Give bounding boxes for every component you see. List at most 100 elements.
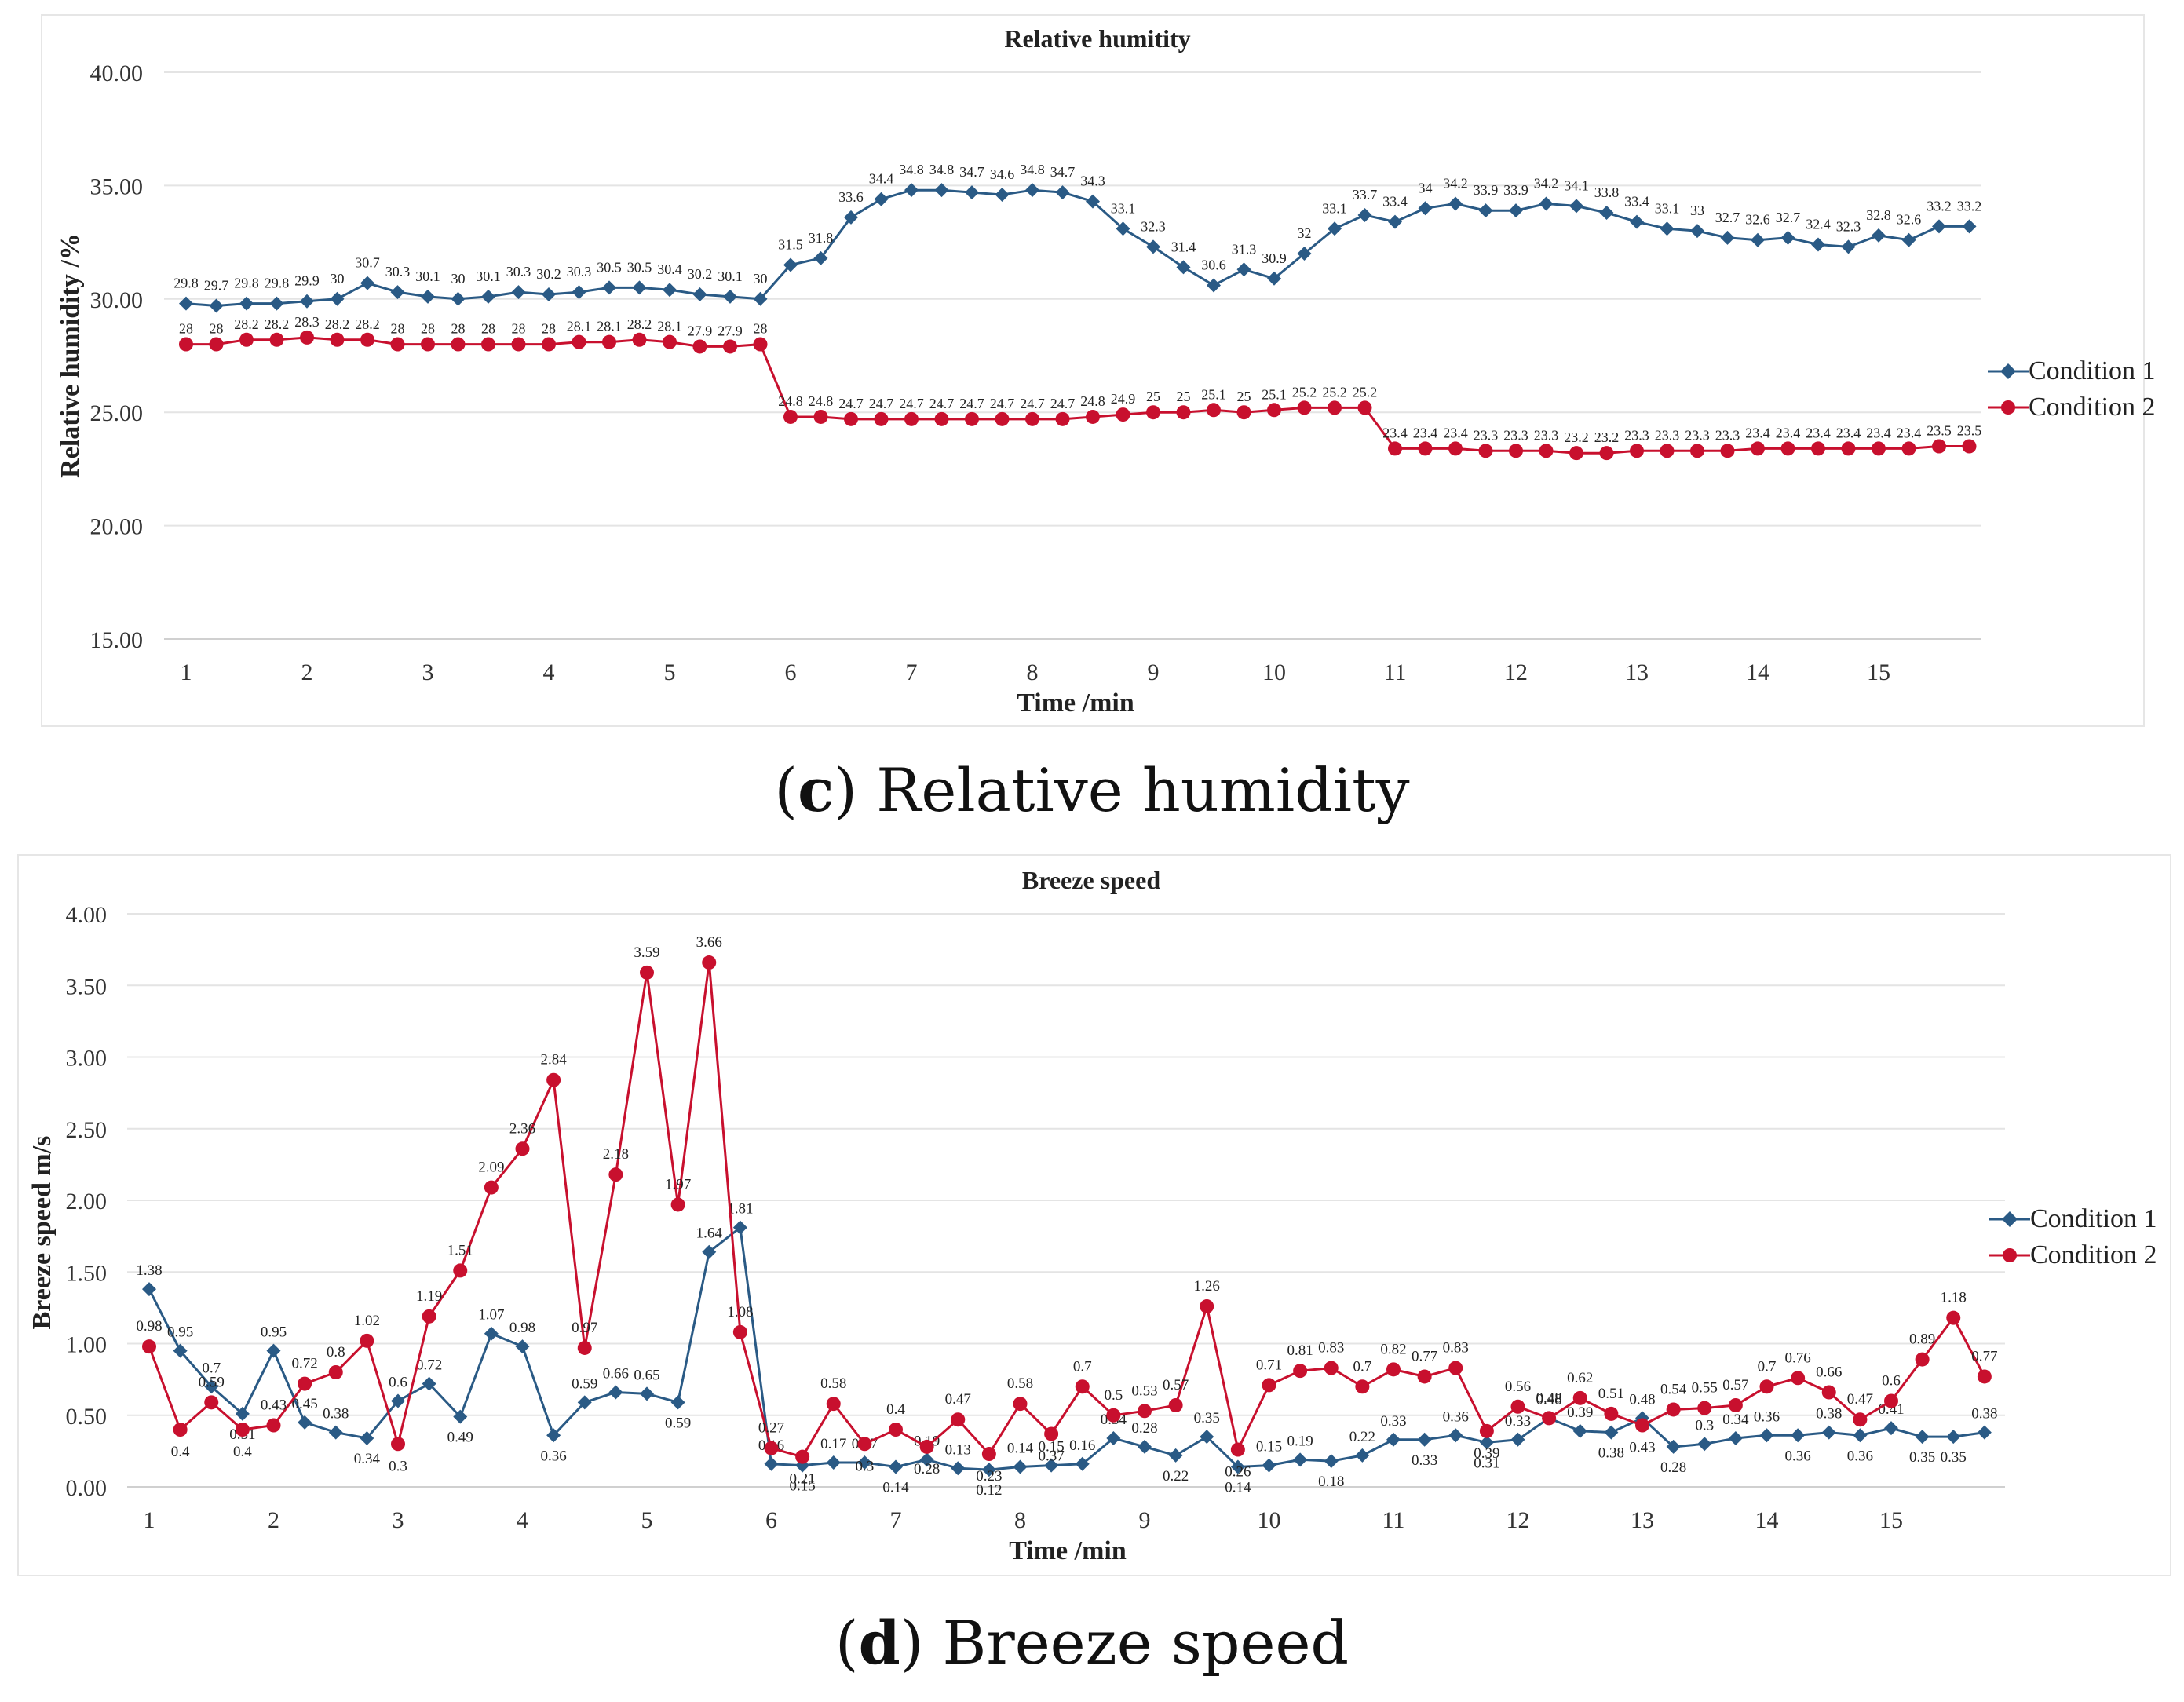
data-label: 0.59 bbox=[572, 1375, 597, 1392]
x-tick-label: 10 bbox=[1258, 1507, 1281, 1533]
data-label: 30.1 bbox=[718, 268, 743, 284]
data-point bbox=[1635, 1418, 1649, 1433]
data-label: 33 bbox=[1690, 203, 1704, 218]
data-point bbox=[857, 1455, 872, 1470]
data-point bbox=[1146, 405, 1160, 420]
series-condition-1: 29.8 29.7 29.8 29.8 29.9 30 30.7 30.3 30.1 30 30.1… bbox=[173, 162, 1981, 313]
data-label: 30.1 bbox=[476, 268, 501, 284]
data-label: 0.51 bbox=[1598, 1386, 1624, 1402]
data-point bbox=[572, 334, 586, 349]
data-label: 27.9 bbox=[688, 323, 713, 338]
x-tick-label: 14 bbox=[1755, 1507, 1779, 1533]
data-point bbox=[422, 1309, 436, 1324]
data-label: 24.7 bbox=[838, 396, 864, 411]
y-tick-label: 30.00 bbox=[90, 287, 144, 313]
data-label: 34.8 bbox=[929, 162, 955, 177]
data-point bbox=[1901, 232, 1916, 247]
data-label: 28 bbox=[542, 321, 556, 337]
data-label: 31.3 bbox=[1232, 241, 1257, 257]
data-point bbox=[995, 187, 1010, 202]
data-point bbox=[632, 332, 647, 347]
data-label: 28.3 bbox=[294, 314, 320, 330]
x-tick-label: 3 bbox=[393, 1507, 404, 1533]
data-label: 23.2 bbox=[1594, 429, 1620, 445]
data-label: 0.35 bbox=[1194, 1410, 1220, 1426]
data-point bbox=[1328, 400, 1342, 415]
data-point bbox=[1262, 1378, 1276, 1393]
data-point bbox=[1388, 441, 1402, 456]
x-tick-label: 6 bbox=[785, 659, 797, 685]
data-label: 0.81 bbox=[1287, 1342, 1313, 1359]
x-tick-label: 8 bbox=[1014, 1507, 1026, 1533]
data-label: 34.8 bbox=[1020, 162, 1045, 177]
data-label: 0.55 bbox=[1692, 1380, 1718, 1397]
data-point bbox=[269, 296, 284, 311]
data-point bbox=[723, 289, 737, 304]
data-point bbox=[1542, 1411, 1557, 1426]
data-point bbox=[1728, 1397, 1743, 1412]
data-label: 24.8 bbox=[778, 393, 803, 409]
data-label: 1.51 bbox=[447, 1242, 473, 1258]
data-label: 0.23 bbox=[976, 1468, 1002, 1485]
data-label: 0.95 bbox=[167, 1324, 193, 1341]
data-point bbox=[300, 294, 314, 309]
data-label: 23.3 bbox=[1715, 427, 1740, 443]
data-label: 3.66 bbox=[696, 934, 722, 951]
data-label: 0.33 bbox=[1380, 1413, 1406, 1430]
data-point bbox=[1946, 1310, 1961, 1325]
data-label: 30.5 bbox=[597, 259, 622, 275]
data-point bbox=[1230, 1459, 1245, 1474]
series-condition-2: 28 28 28.2 28.2 28.3 28.2 28.2 28 28 28 28 28 28 28.1… bbox=[179, 314, 1981, 461]
data-label: 32.7 bbox=[1776, 210, 1801, 225]
data-label: 0.22 bbox=[1349, 1429, 1375, 1445]
x-tick-label: 13 bbox=[1631, 1507, 1654, 1533]
data-label: 25 bbox=[1177, 389, 1191, 404]
data-point bbox=[826, 1397, 841, 1412]
data-point bbox=[1690, 224, 1704, 239]
data-label: 0.33 bbox=[1412, 1452, 1437, 1469]
data-label: 0.5 bbox=[1105, 1387, 1123, 1404]
data-label: 0.38 bbox=[1971, 1406, 1997, 1423]
data-label: 0.95 bbox=[261, 1324, 287, 1341]
data-label: 23.4 bbox=[1413, 425, 1438, 440]
data-label: 23.5 bbox=[1927, 423, 1952, 439]
data-point bbox=[1572, 1423, 1587, 1438]
data-label: 0.53 bbox=[1131, 1382, 1157, 1399]
data-label: 28 bbox=[451, 321, 466, 337]
data-label: 25 bbox=[1146, 389, 1160, 404]
data-point bbox=[813, 409, 828, 424]
data-label: 28.2 bbox=[325, 316, 350, 332]
legend: Condition 1 Condition 2 bbox=[1988, 353, 2156, 426]
data-point bbox=[919, 1439, 934, 1454]
data-point bbox=[1780, 230, 1795, 245]
x-tick-label: 12 bbox=[1507, 1507, 1530, 1533]
data-point bbox=[1572, 1390, 1587, 1405]
data-point bbox=[1539, 196, 1554, 211]
data-label: 1.19 bbox=[416, 1288, 442, 1305]
data-label: 0.49 bbox=[447, 1430, 473, 1446]
data-point bbox=[1509, 203, 1523, 218]
data-point bbox=[1821, 1385, 1836, 1400]
x-tick-label: 4 bbox=[517, 1507, 528, 1533]
data-label: 23.4 bbox=[1443, 425, 1468, 440]
data-point bbox=[1932, 439, 1946, 454]
data-point bbox=[1604, 1425, 1619, 1440]
data-point bbox=[204, 1395, 219, 1410]
data-label: 0.7 bbox=[1353, 1358, 1372, 1375]
data-label: 25 bbox=[1237, 389, 1251, 404]
data-point bbox=[919, 1452, 934, 1467]
y-tick-label: 2.00 bbox=[66, 1189, 108, 1214]
data-label: 0.76 bbox=[1785, 1350, 1811, 1366]
x-tick-label: 11 bbox=[1384, 659, 1407, 685]
caption-letter: c bbox=[798, 755, 835, 825]
data-label: 1.81 bbox=[727, 1201, 753, 1218]
data-point bbox=[1386, 1362, 1401, 1377]
data-point bbox=[1962, 219, 1977, 234]
data-label: 0.83 bbox=[1443, 1340, 1469, 1357]
data-label: 0.8 bbox=[327, 1344, 345, 1361]
data-label: 0.6 bbox=[1882, 1373, 1901, 1390]
data-label: 31.8 bbox=[809, 230, 834, 246]
data-point bbox=[857, 1437, 872, 1452]
data-point bbox=[1872, 441, 1886, 456]
data-label: 0.36 bbox=[541, 1448, 567, 1464]
